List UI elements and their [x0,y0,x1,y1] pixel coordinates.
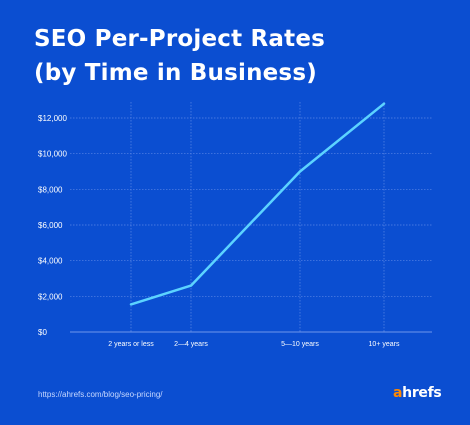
x-tick-label: 2⁠—⁠4 years [174,341,208,348]
series-line [129,102,386,306]
x-tick-label: 5⁠—⁠10 years [281,341,319,348]
y-axis-ticks: $0 $2,000 $4,000 $6,000 $8,000 $10,000 $12,000 [38,114,67,337]
chart-title-line-1: SEO Per-Project Rates [34,26,326,52]
chart-title-line-2: (by Time in Business) [34,60,317,86]
y-tick-label: $0 [38,328,47,337]
logo-rest: hrefs [402,385,442,401]
logo-accent: a [393,385,403,401]
chart-series [129,102,386,306]
y-tick-label: $2,000 [38,292,63,301]
y-tick-label: $8,000 [38,185,63,194]
chart-grid [70,102,432,333]
x-tick-label: 2 years or less [108,341,154,348]
x-tick-label: 10+ years [369,341,400,348]
y-tick-label: $10,000 [38,150,67,159]
source-url: https://ahrefs.com/blog/seo-pricing/ [38,390,163,399]
ahrefs-logo: ahrefs [393,385,442,401]
y-tick-label: $12,000 [38,114,67,123]
chart-title: SEO Per-Project Rates (by Time in Busine… [34,22,454,90]
x-axis-ticks: 2 years or less 2⁠—⁠4 years 5⁠—⁠10 years 10… [108,341,400,348]
y-tick-label: $4,000 [38,257,63,266]
y-tick-label: $6,000 [38,221,63,230]
